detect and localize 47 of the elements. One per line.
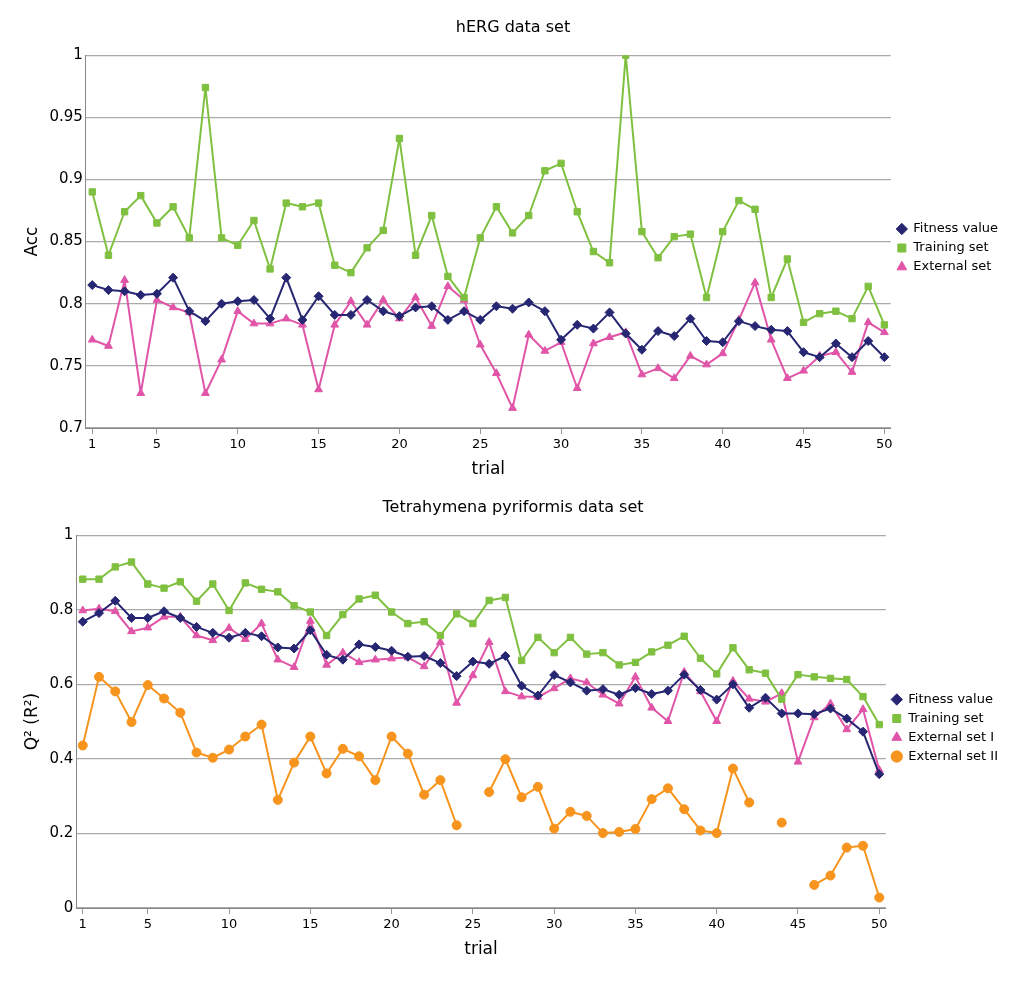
x-tick-label: 20 [383, 916, 400, 932]
chart-title: hERG data set [455, 16, 571, 36]
x-tick-label: 35 [633, 436, 651, 452]
y-tick-label: 0.9 [58, 169, 83, 188]
x-tick-label: 30 [552, 436, 570, 452]
legend-label: External set II [908, 747, 999, 763]
x-tick-label: 10 [229, 436, 247, 452]
y-axis-title: Acc [20, 226, 41, 257]
x-tick-label: 50 [870, 916, 888, 932]
y-tick-label: 0.8 [49, 599, 74, 618]
x-tick-label: 50 [876, 436, 893, 452]
y-tick-label: 0.4 [49, 748, 74, 767]
x-tick-label: 10 [220, 916, 238, 932]
legend-label: Fitness value [908, 690, 993, 706]
legend-label: Training set [907, 709, 984, 725]
x-tick-label: 20 [391, 436, 408, 452]
x-tick-label: 5 [143, 916, 152, 932]
x-tick-label: 1 [88, 436, 97, 452]
y-tick-label: 0.6 [49, 674, 74, 693]
x-tick-label: 40 [714, 436, 731, 452]
y-axis-title: Q² (R²) [20, 692, 41, 751]
y-tick-label: 0.85 [49, 231, 83, 250]
x-tick-label: 5 [152, 436, 162, 452]
legend-label: Training set [912, 239, 989, 255]
x-tick-label: 15 [302, 916, 319, 932]
legend-label: External set [913, 258, 992, 274]
x-tick-label: 40 [708, 916, 725, 932]
x-axis-title: trial [464, 938, 498, 959]
y-tick-label: 0.95 [49, 107, 83, 126]
y-tick-label: 0 [63, 897, 74, 916]
chart-title: Tetrahymena pyriformis data set [381, 496, 644, 516]
y-tick-label: 0.2 [49, 823, 74, 842]
x-tick-label: 30 [545, 916, 563, 932]
y-tick-label: 1 [63, 525, 74, 544]
y-tick-label: 1 [73, 45, 83, 64]
y-tick-label: 0.8 [58, 293, 83, 312]
legend-label: Fitness value [913, 220, 999, 236]
x-tick-label: 15 [310, 436, 327, 452]
x-tick-label: 25 [464, 916, 482, 932]
x-tick-label: 45 [789, 916, 807, 932]
x-tick-label: 35 [627, 916, 644, 932]
y-tick-label: 0.7 [58, 417, 83, 436]
x-tick-label: 25 [471, 436, 489, 452]
legend-label: External set I [908, 728, 995, 744]
x-tick-label: 45 [795, 436, 812, 452]
x-axis-title: trial [471, 458, 506, 479]
y-tick-label: 0.75 [49, 355, 83, 374]
